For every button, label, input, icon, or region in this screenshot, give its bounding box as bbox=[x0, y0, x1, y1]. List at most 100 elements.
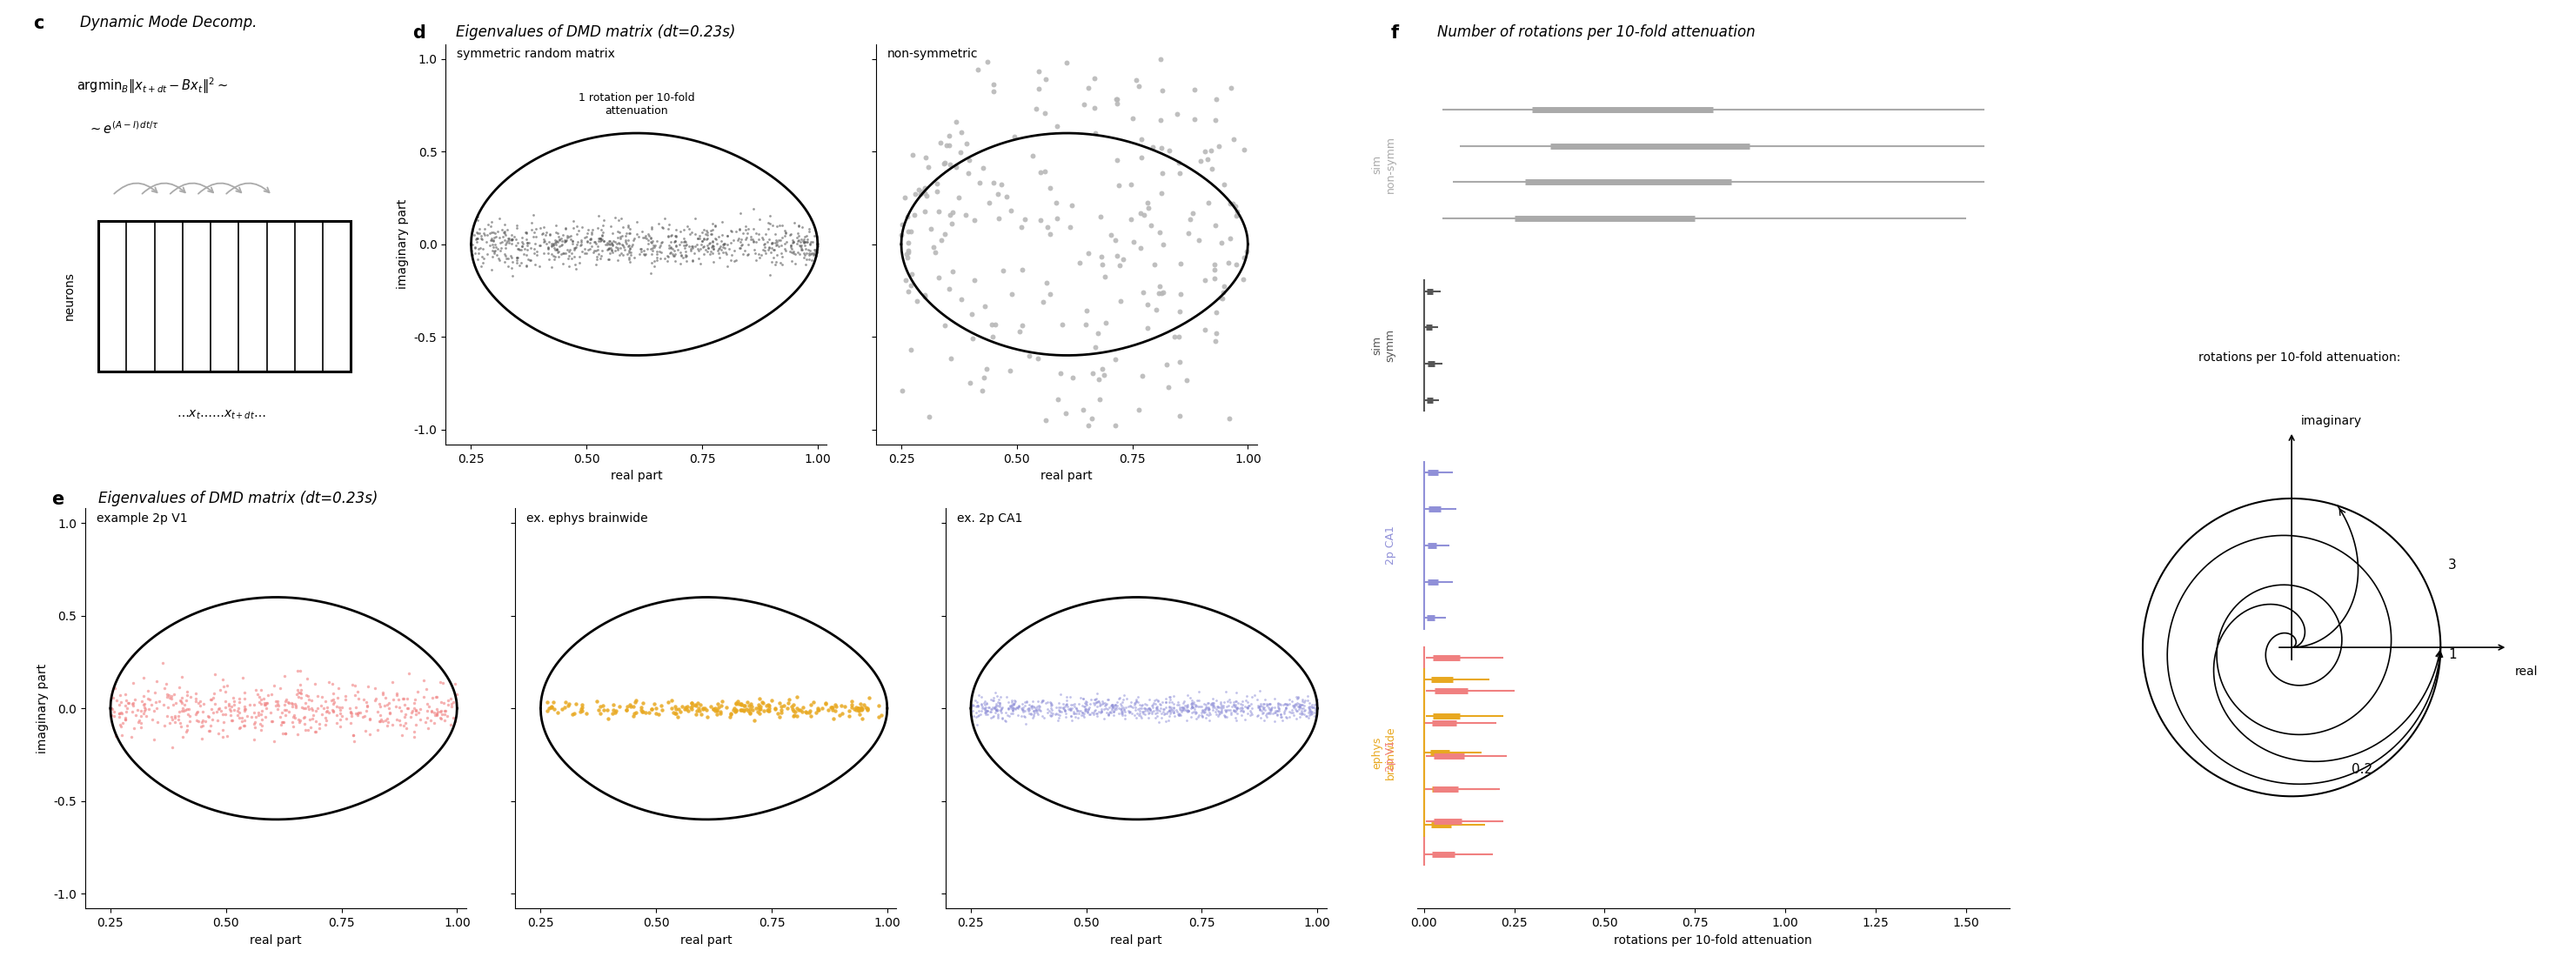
Point bbox=[750, 239, 791, 255]
Point bbox=[714, 701, 755, 716]
Point bbox=[1146, 700, 1188, 715]
Point bbox=[1131, 218, 1172, 234]
Point bbox=[1069, 701, 1110, 717]
Point bbox=[770, 227, 811, 242]
Point bbox=[281, 677, 322, 693]
Point bbox=[757, 219, 799, 234]
Point bbox=[363, 698, 404, 713]
Point bbox=[582, 702, 623, 718]
Point bbox=[1172, 703, 1213, 719]
Point bbox=[1239, 701, 1280, 717]
Point bbox=[1084, 269, 1126, 284]
Point bbox=[1162, 695, 1203, 710]
Point bbox=[1226, 700, 1267, 715]
Point bbox=[1136, 705, 1177, 721]
Point bbox=[283, 716, 325, 732]
Point bbox=[471, 249, 513, 265]
Point bbox=[1061, 699, 1103, 714]
Point bbox=[822, 698, 863, 713]
Point bbox=[1275, 711, 1316, 727]
Point bbox=[510, 222, 551, 237]
Point bbox=[513, 207, 554, 223]
Point bbox=[1244, 696, 1285, 711]
Point bbox=[263, 725, 304, 741]
Point bbox=[987, 689, 1028, 704]
Point bbox=[1242, 705, 1283, 721]
Point bbox=[1051, 708, 1092, 724]
Point bbox=[631, 237, 672, 253]
Point bbox=[1162, 702, 1203, 718]
Point bbox=[811, 700, 853, 715]
Point bbox=[1100, 703, 1141, 719]
Point bbox=[312, 702, 353, 718]
Point bbox=[471, 242, 513, 258]
Point bbox=[907, 159, 948, 175]
Point bbox=[1046, 405, 1087, 421]
Point bbox=[551, 220, 592, 235]
Point bbox=[484, 240, 526, 256]
Point bbox=[608, 217, 649, 233]
Point bbox=[1288, 702, 1329, 718]
Point bbox=[345, 708, 386, 724]
Point bbox=[1288, 701, 1329, 716]
Text: rotations per 10-fold attenuation:: rotations per 10-fold attenuation: bbox=[2197, 352, 2401, 363]
Point bbox=[474, 225, 515, 240]
Text: c: c bbox=[33, 15, 44, 32]
Point bbox=[345, 694, 386, 709]
Point bbox=[963, 702, 1005, 718]
Point bbox=[278, 714, 319, 730]
Point bbox=[1234, 688, 1275, 703]
Point bbox=[587, 251, 629, 267]
Point bbox=[714, 253, 755, 269]
Point bbox=[979, 699, 1020, 714]
Point bbox=[394, 729, 435, 744]
Point bbox=[147, 689, 188, 704]
Point bbox=[994, 694, 1036, 709]
Point bbox=[325, 688, 366, 703]
Point bbox=[1213, 702, 1255, 718]
Point bbox=[278, 727, 319, 743]
Point bbox=[162, 690, 204, 705]
Point bbox=[981, 700, 1023, 715]
Point bbox=[1244, 707, 1285, 723]
Point bbox=[742, 696, 783, 711]
Point bbox=[384, 698, 425, 713]
Point bbox=[966, 704, 1007, 720]
Point bbox=[670, 700, 711, 715]
Point bbox=[747, 215, 788, 231]
Point bbox=[688, 240, 729, 256]
Point bbox=[636, 701, 677, 716]
Point bbox=[1231, 706, 1273, 722]
Point bbox=[1079, 701, 1121, 717]
Point bbox=[1236, 692, 1278, 707]
Point bbox=[631, 242, 672, 258]
Point bbox=[1113, 695, 1154, 710]
Point bbox=[778, 245, 819, 261]
Point bbox=[1097, 691, 1139, 706]
Point bbox=[1221, 697, 1262, 712]
Point bbox=[783, 233, 824, 248]
Point bbox=[1188, 194, 1229, 210]
Point bbox=[600, 235, 641, 251]
Point bbox=[677, 250, 719, 266]
Point bbox=[752, 242, 793, 258]
Point bbox=[724, 222, 765, 237]
Point bbox=[299, 720, 340, 736]
Point bbox=[1193, 698, 1234, 713]
Point bbox=[1095, 701, 1136, 716]
Point bbox=[732, 221, 773, 236]
Point bbox=[696, 218, 737, 234]
Point bbox=[755, 236, 796, 252]
Point bbox=[1195, 703, 1236, 719]
Point bbox=[206, 700, 247, 715]
Point bbox=[969, 700, 1010, 715]
Point bbox=[520, 237, 562, 253]
Point bbox=[778, 228, 819, 243]
Point bbox=[724, 698, 765, 713]
Point bbox=[1293, 700, 1334, 715]
Point bbox=[1069, 707, 1110, 723]
Point bbox=[1167, 702, 1208, 718]
Point bbox=[840, 697, 881, 712]
Point bbox=[997, 699, 1038, 714]
Point bbox=[1136, 702, 1177, 718]
